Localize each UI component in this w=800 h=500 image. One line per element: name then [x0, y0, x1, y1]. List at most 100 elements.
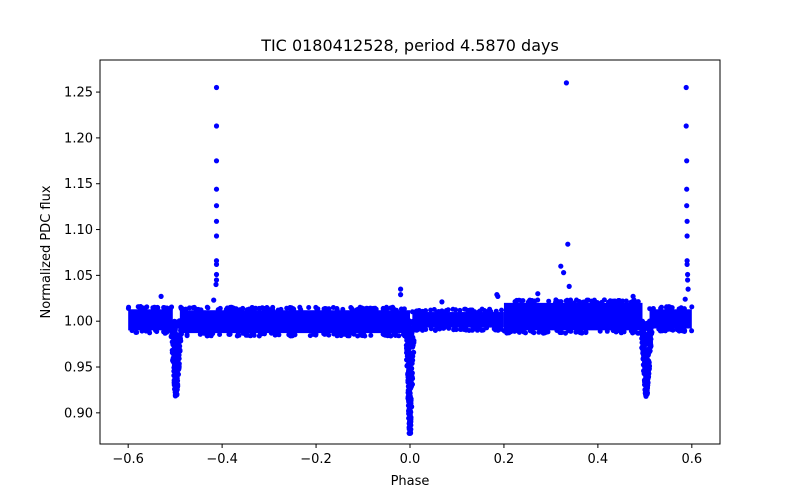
data-point — [431, 307, 437, 312]
data-point — [126, 304, 132, 310]
flare-point — [213, 218, 220, 224]
data-point — [259, 305, 265, 311]
flare-point — [684, 218, 690, 224]
data-point — [334, 307, 340, 313]
data-point — [179, 327, 185, 333]
data-point — [563, 298, 569, 304]
data-point — [493, 326, 499, 332]
data-point — [589, 298, 595, 304]
data-point — [392, 332, 398, 338]
data-point — [485, 309, 491, 315]
data-point — [334, 333, 340, 339]
data-point — [136, 304, 142, 310]
y-axis-label: Normalized PDC flux — [39, 185, 54, 318]
y-tick-label: 1.05 — [64, 269, 93, 284]
y-tick-label: 1.15 — [64, 177, 93, 192]
x-tick-label: −0.4 — [206, 452, 238, 467]
data-point — [479, 327, 485, 333]
data-point — [623, 298, 629, 304]
data-point — [583, 330, 589, 336]
data-point — [428, 326, 434, 332]
data-point — [647, 306, 653, 312]
x-tick-label: 0.6 — [681, 452, 702, 467]
data-point — [457, 307, 463, 313]
flare-point — [685, 286, 691, 292]
data-point — [196, 307, 202, 313]
data-point — [553, 299, 559, 305]
flare-point — [398, 292, 404, 298]
data-point — [184, 332, 190, 338]
data-point — [224, 305, 230, 311]
data-point — [689, 304, 695, 310]
flare-point — [213, 233, 220, 239]
flare-point — [213, 186, 220, 192]
data-point — [244, 307, 250, 313]
y-tick-label: 1.00 — [64, 315, 93, 330]
baseline-segment — [409, 306, 504, 333]
data-point — [410, 344, 416, 350]
flare-point — [684, 158, 690, 164]
x-axis-label: Phase — [391, 474, 430, 489]
flare-point — [213, 203, 220, 209]
data-point — [355, 333, 361, 339]
x-axis: −0.6 −0.4 −0.2 0.0 0.2 0.4 0.6 — [112, 444, 702, 467]
y-tick-label: 0.90 — [64, 406, 93, 421]
y-tick-label: 1.25 — [64, 86, 93, 101]
data-point — [398, 306, 404, 312]
data-point — [249, 331, 255, 337]
data-point — [217, 332, 223, 337]
flare-point — [684, 233, 690, 239]
data-point — [558, 330, 564, 336]
data-point — [273, 332, 278, 338]
x-tick-label: −0.6 — [112, 452, 144, 467]
data-point — [664, 304, 670, 310]
data-point — [423, 327, 429, 332]
data-point — [681, 306, 687, 312]
data-point — [155, 305, 161, 311]
plot-area — [125, 80, 695, 436]
data-point — [367, 305, 373, 311]
data-point — [657, 328, 663, 334]
data-point — [201, 330, 207, 336]
data-point — [493, 308, 499, 314]
eclipse-dip — [638, 318, 655, 399]
baseline-segment — [647, 304, 695, 334]
data-point — [251, 306, 257, 312]
data-point — [617, 299, 622, 305]
x-tick-label: 0.2 — [494, 452, 515, 467]
data-point — [147, 330, 153, 336]
data-point — [516, 329, 522, 335]
flare-point — [566, 283, 572, 289]
data-point — [484, 325, 490, 331]
baseline-segment — [125, 304, 176, 336]
flare-point — [213, 261, 220, 267]
data-point — [236, 332, 242, 338]
data-point — [139, 328, 145, 334]
data-point — [306, 305, 312, 310]
data-point — [632, 298, 638, 304]
data-point — [512, 299, 518, 305]
data-point — [204, 304, 210, 310]
data-point — [359, 330, 364, 336]
data-point — [420, 308, 425, 314]
flare-point — [561, 270, 567, 276]
baseline-band — [179, 310, 410, 334]
data-point — [546, 298, 552, 304]
data-point — [340, 306, 346, 312]
data-point — [577, 330, 583, 336]
data-point — [359, 305, 365, 311]
flare-point — [213, 258, 220, 264]
data-point — [583, 300, 589, 306]
data-point — [314, 306, 320, 312]
data-point — [465, 307, 471, 313]
data-point — [372, 305, 378, 311]
data-point — [499, 307, 504, 313]
data-point — [676, 306, 682, 312]
data-point — [134, 329, 140, 335]
flare-point — [684, 186, 690, 192]
data-point — [639, 332, 645, 338]
data-point — [262, 331, 267, 337]
data-point — [406, 430, 412, 436]
data-point — [390, 305, 396, 311]
flare-point — [684, 258, 690, 264]
